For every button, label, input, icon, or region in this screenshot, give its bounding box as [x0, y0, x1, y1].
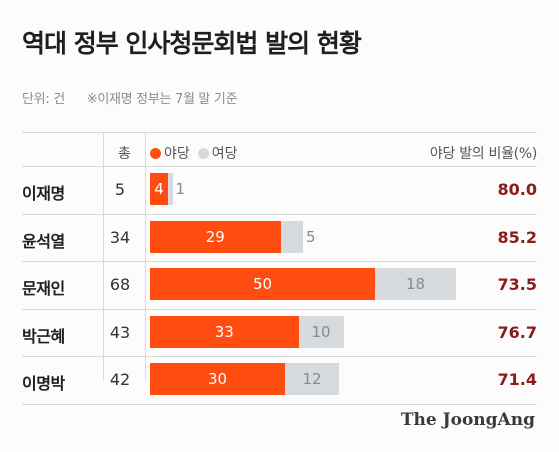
total-value: 42 [109, 370, 131, 389]
bar-ruling-label: 18 [405, 275, 426, 293]
legend-swatch-ruling [197, 147, 209, 159]
row-divider [22, 166, 537, 167]
bar-ruling-label: 10 [311, 322, 331, 341]
unit-label: 단위: 건 [22, 92, 65, 107]
total-column-header: 총 [118, 146, 131, 162]
category-label: 윤석열 [22, 231, 65, 251]
chart-row: 박근혜 43 33 10 76.7 [0, 309, 559, 356]
row-divider [22, 308, 537, 310]
column-divider [103, 132, 104, 380]
total-value: 68 [109, 275, 131, 294]
bar-ruling [285, 363, 339, 395]
total-value: 5 [114, 180, 126, 199]
footnote: ※이재명 정부는 7월 말 기준 [86, 92, 238, 107]
total-value: 34 [109, 227, 131, 247]
bar-opposition: 30 [150, 363, 285, 395]
row-divider [22, 213, 537, 215]
ratio-value: 73.5 [497, 275, 537, 294]
category-label: 문재인 [22, 279, 65, 298]
category-label: 이명박 [22, 374, 65, 393]
row-divider [22, 261, 537, 262]
legend: 야당 여당 [150, 143, 246, 163]
bar-opposition: 33 [150, 315, 299, 348]
subtitle: 단위: 건 ※이재명 정부는 7월 말 기준 [22, 88, 238, 107]
bar-opposition: 4 [150, 173, 168, 205]
total-value: 43 [109, 322, 131, 342]
bar-opposition: 29 [150, 220, 281, 253]
row-divider [22, 356, 537, 357]
bar-opposition: 50 [150, 268, 375, 300]
legend-swatch-opposition [150, 147, 161, 159]
legend-item-opposition: 야당 [150, 143, 190, 163]
chart-row: 윤석열 34 29 5 85.2 [0, 214, 559, 261]
ratio-value: 76.7 [497, 322, 537, 342]
bar-ruling-label: 5 [306, 227, 316, 246]
bar-ruling [168, 173, 173, 205]
bar-ruling-label: 12 [302, 370, 322, 388]
bar-ruling-label: 1 [175, 180, 186, 198]
bar-ruling [298, 315, 344, 348]
chart-title: 역대 정부 인사청문회법 발의 현황 [22, 29, 362, 58]
row-divider [22, 132, 537, 133]
source-logo: The JoongAng [400, 410, 535, 430]
legend-label-ruling: 여당 [211, 146, 238, 162]
bar-ruling [280, 220, 303, 253]
row-divider [22, 403, 537, 405]
ratio-value: 71.4 [497, 370, 537, 389]
category-label: 이재명 [22, 184, 65, 203]
category-label: 박근혜 [22, 326, 65, 346]
chart-row: 이명박 42 30 12 71.4 [0, 356, 559, 403]
bar-ruling [375, 268, 456, 300]
ratio-value: 80.0 [497, 180, 537, 199]
ratio-value: 85.2 [497, 227, 537, 247]
legend-item-ruling: 여당 [197, 143, 238, 163]
ratio-column-header: 야당 발의 비율(%) [429, 146, 537, 162]
legend-label-opposition: 야당 [164, 146, 190, 162]
chart-row: 이재명 5 4 1 80.0 [0, 166, 559, 213]
chart-row: 문재인 68 50 18 73.5 [0, 261, 559, 308]
column-divider [145, 132, 146, 380]
